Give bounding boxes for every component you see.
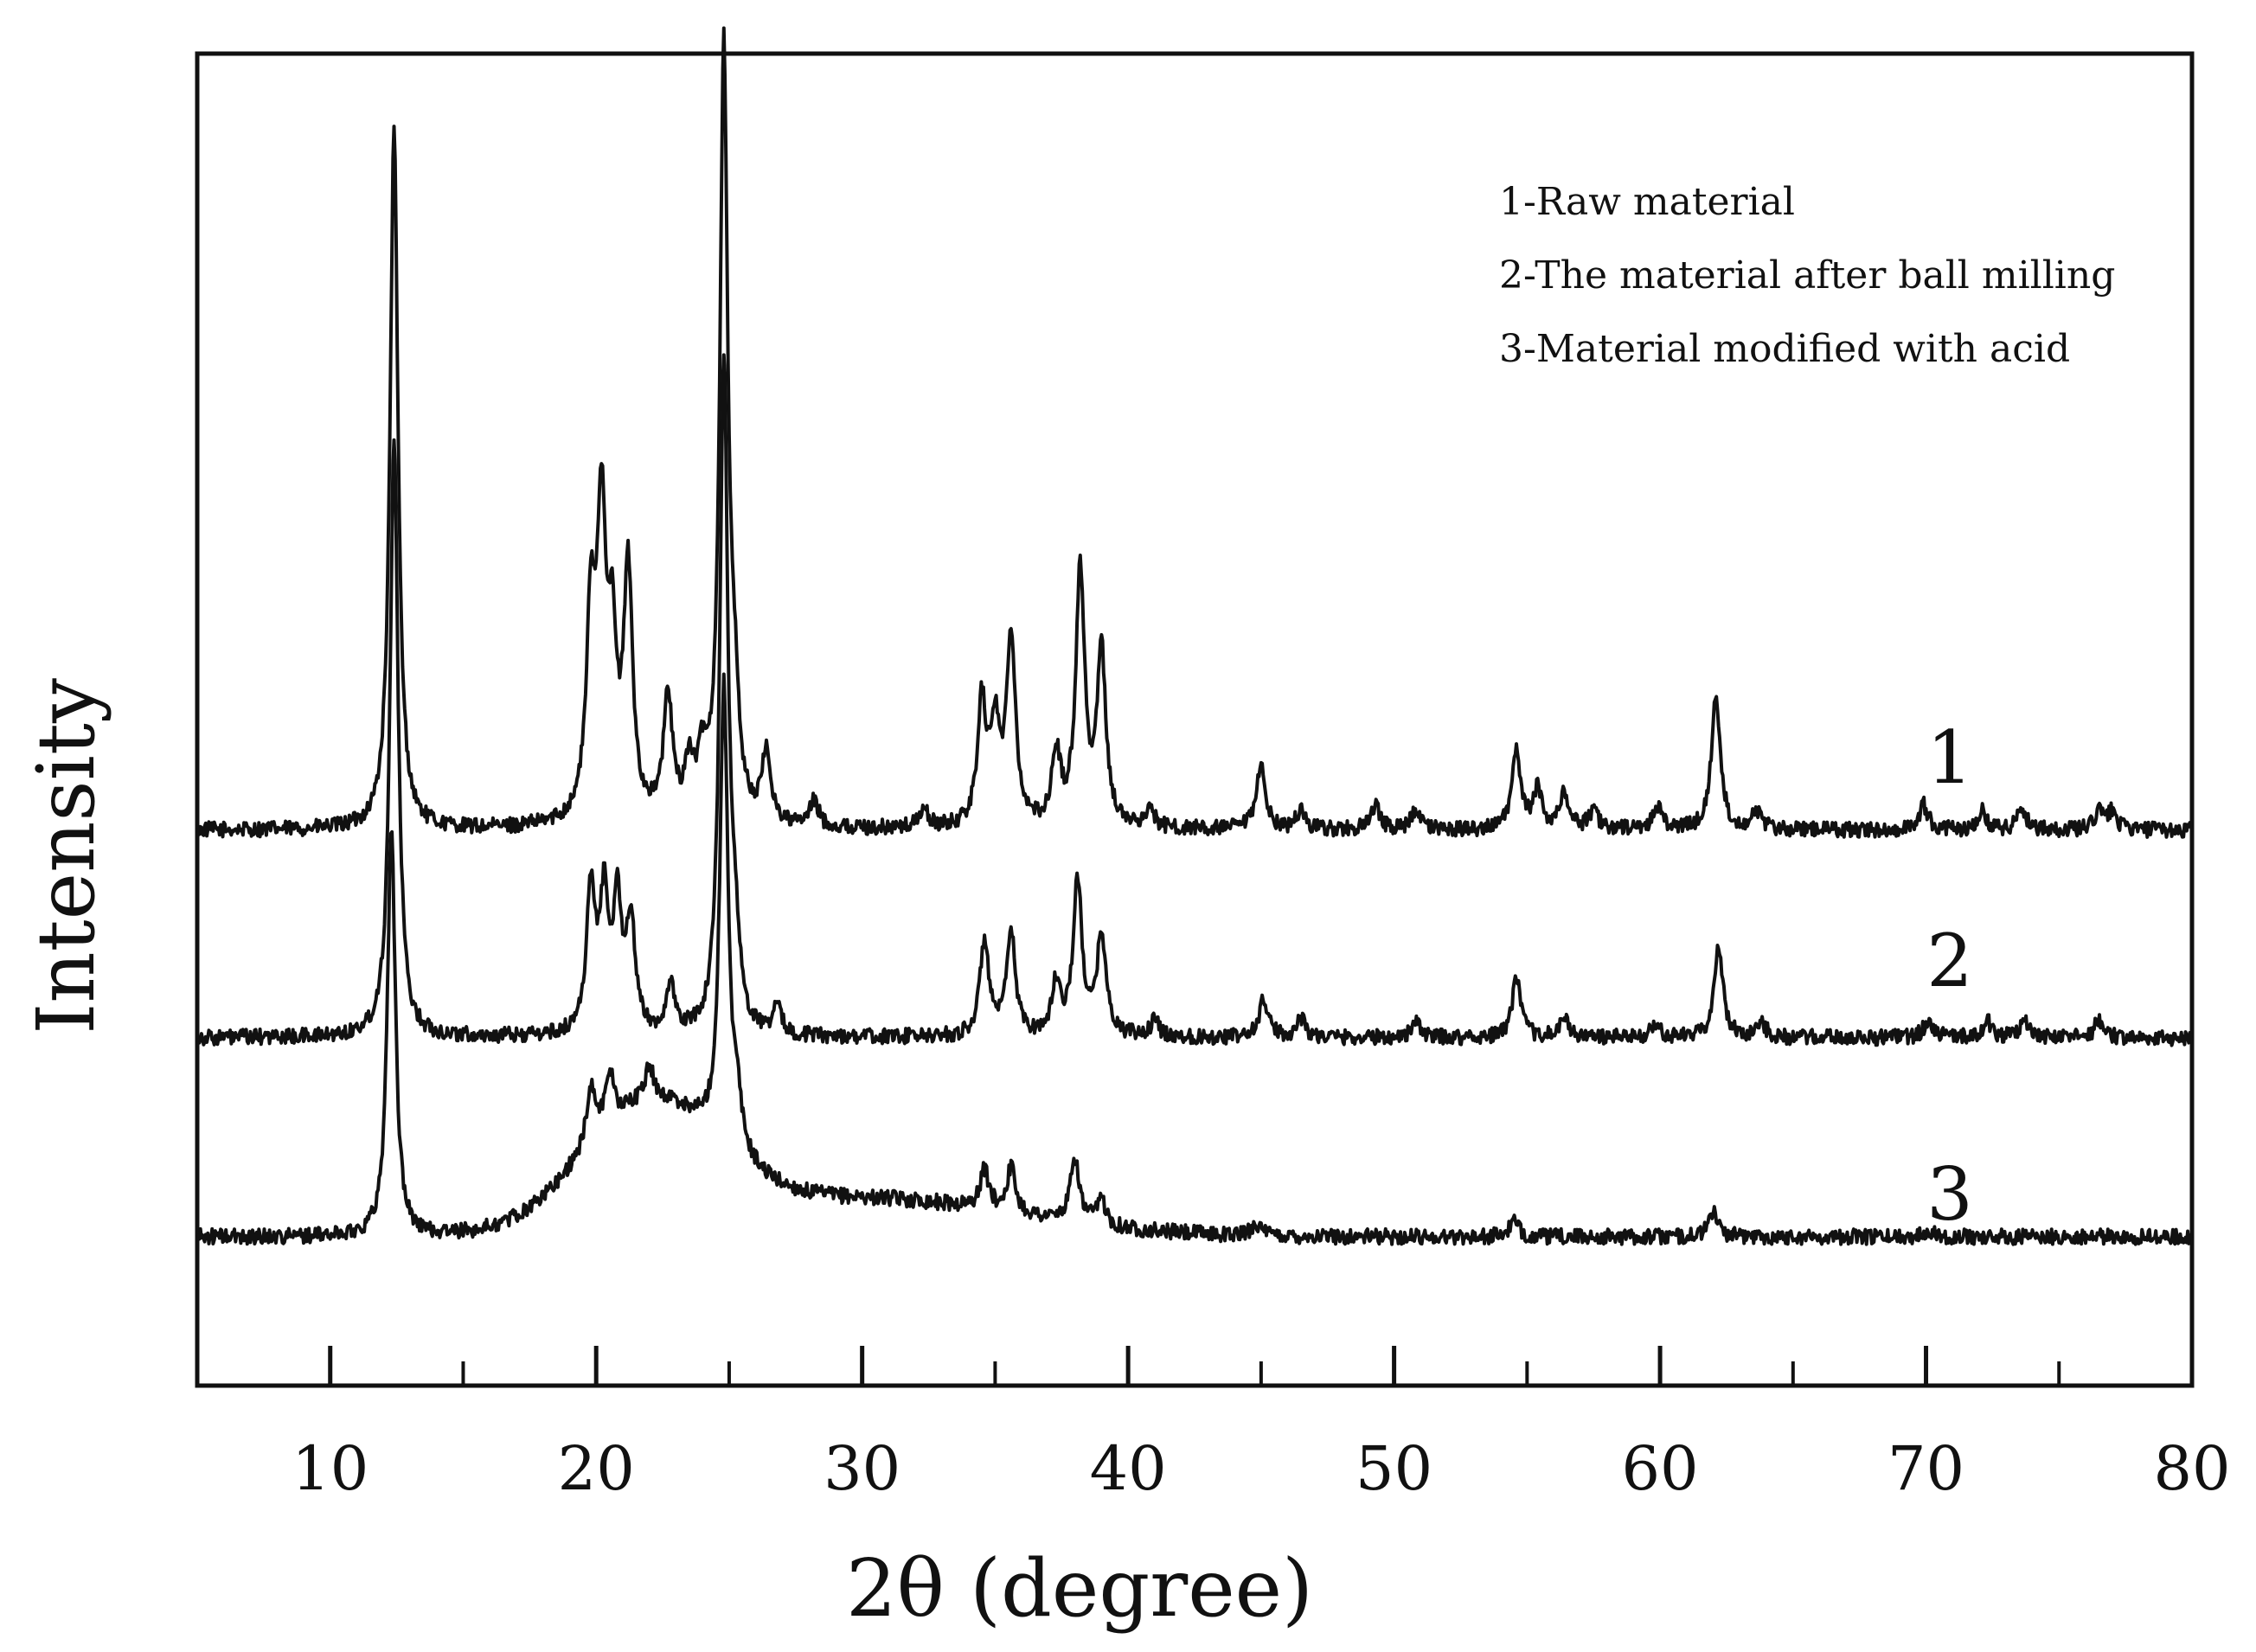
x-tick-label-80: 80 (2153, 1433, 2230, 1504)
legend-entry-2: 2-The material after ball milling (1499, 253, 2115, 298)
x-tick-label-60: 60 (1622, 1433, 1699, 1504)
x-tick-label-70: 70 (1887, 1433, 1964, 1504)
series-label-3: 3 (1926, 1152, 1972, 1237)
series-label-2: 2 (1926, 919, 1972, 1003)
series-line-3 (195, 672, 2194, 1246)
x-tick-label-30: 30 (824, 1433, 900, 1504)
x-axis-title: 2θ (degree) (846, 1542, 1313, 1635)
x-tick-label-20: 20 (558, 1433, 635, 1504)
x-tick-label-10: 10 (292, 1433, 369, 1504)
series-label-1: 1 (1926, 715, 1972, 800)
legend-entry-1: 1-Raw material (1499, 180, 1795, 224)
plot-frame (195, 51, 2195, 1388)
y-axis-title: Intensity (20, 678, 112, 1034)
series-lines (195, 26, 2194, 1246)
x-tick-labels: 10 20 30 40 50 60 70 80 (292, 1433, 2230, 1504)
legend: 1-Raw material 2-The material after ball… (1499, 180, 2115, 371)
x-ticks (328, 1346, 2061, 1386)
series-line-2 (195, 353, 2194, 1047)
x-tick-label-40: 40 (1090, 1433, 1167, 1504)
x-tick-label-50: 50 (1356, 1433, 1432, 1504)
series-labels: 1 2 3 (1926, 715, 1972, 1237)
legend-entry-3: 3-Material modified with acid (1499, 327, 2070, 371)
series-line-1 (195, 26, 2194, 839)
